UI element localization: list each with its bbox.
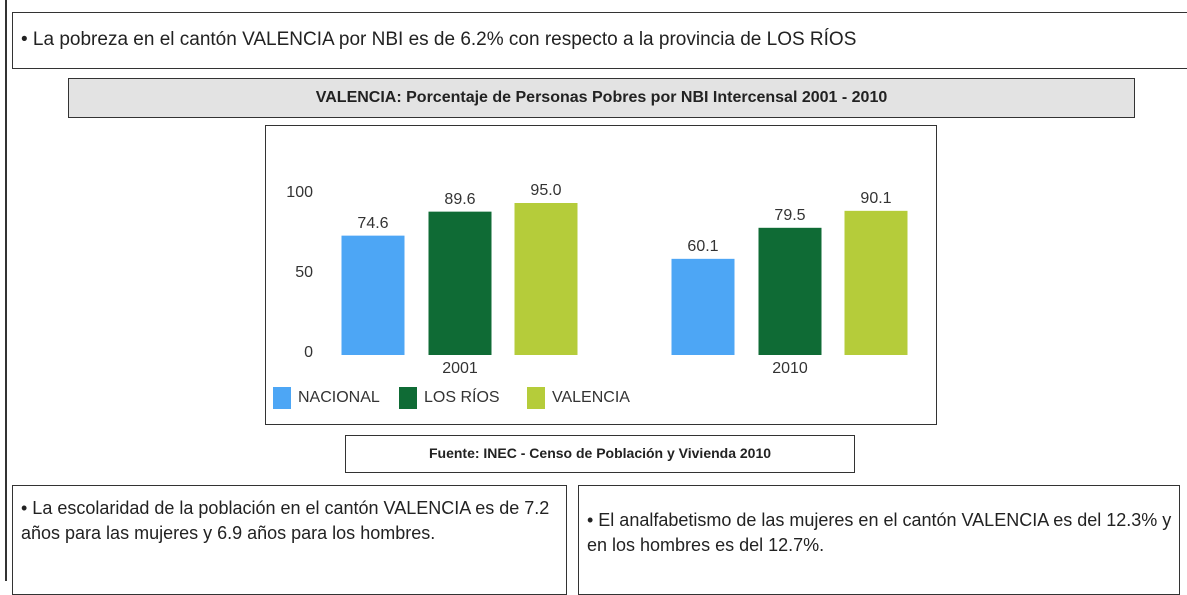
- chart: 0 50 100 2001 74.6 89.6 95.0 2010 60.1 79.5 90.1 NA…: [265, 125, 937, 425]
- bar: [844, 210, 908, 355]
- bar: [428, 211, 492, 355]
- bar: [514, 203, 578, 355]
- source-box: Fuente: INEC - Censo de Población y Vivi…: [345, 435, 855, 473]
- legend-swatch: [273, 387, 291, 409]
- x-tick-label: 2010: [772, 360, 808, 377]
- value-label: 79.5: [774, 207, 805, 224]
- value-label: 95.0: [530, 182, 561, 199]
- legend-label: VALENCIA: [552, 389, 630, 406]
- x-tick-label: 2001: [442, 360, 478, 377]
- page: • La pobreza en el cantón VALENCIA por N…: [5, 0, 1187, 595]
- note-box: • El analfabetismo de las mujeres en el …: [578, 485, 1180, 595]
- legend-swatch: [399, 387, 417, 409]
- value-label: 89.6: [444, 191, 475, 208]
- y-tick-label: 0: [304, 344, 313, 361]
- left-rule: [5, 0, 7, 581]
- legend-swatch: [527, 387, 545, 409]
- value-label: 74.6: [357, 215, 388, 232]
- bar: [671, 258, 735, 355]
- bar: [758, 227, 822, 355]
- value-label: 60.1: [687, 238, 718, 255]
- y-tick-label: 50: [295, 264, 313, 281]
- legend-label: NACIONAL: [298, 389, 380, 406]
- header-box: • La pobreza en el cantón VALENCIA por N…: [12, 12, 1187, 69]
- y-tick-label: 100: [286, 184, 313, 201]
- value-label: 90.1: [860, 190, 891, 207]
- note-box: • La escolaridad de la población en el c…: [12, 485, 567, 595]
- legend-label: LOS RÍOS: [424, 387, 500, 406]
- bar: [341, 235, 405, 355]
- chart-title-box: VALENCIA: Porcentaje de Personas Pobres …: [68, 78, 1135, 118]
